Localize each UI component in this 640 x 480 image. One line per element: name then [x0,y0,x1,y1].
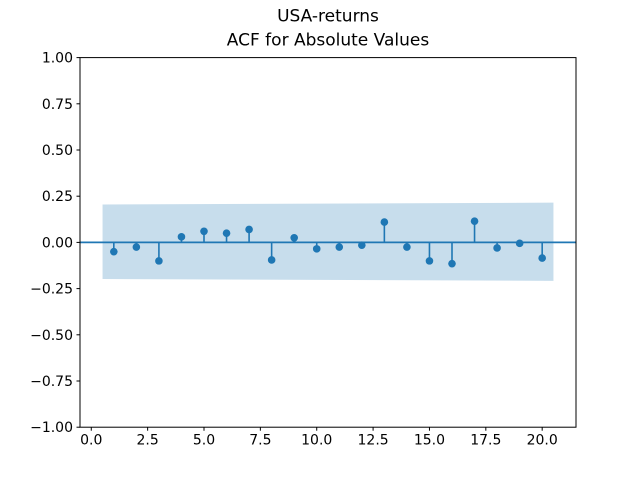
acf-marker [493,244,501,252]
acf-marker [470,217,479,225]
y-tick-label: 0.75 [42,97,73,113]
y-tick-label: −0.50 [30,328,73,344]
acf-marker [177,233,186,241]
y-tick-label: −0.25 [30,282,73,298]
y-tick-label: −0.75 [30,374,73,390]
x-tick-label: 17.5 [470,433,501,449]
y-tick-label: 1.00 [42,51,73,67]
plot-area: 0.0 2.5 5.0 7.5 10.0 12.5 15.0 17.5 20.0 1.00 0.75… [30,51,577,449]
x-tick-label: 7.5 [249,433,271,449]
acf-marker [222,229,231,237]
x-tick-label: 15.0 [414,433,445,449]
chart-title-line2: ACF for Absolute Values [227,31,430,51]
acf-marker [515,239,524,248]
acf-marker [538,254,546,262]
acf-marker [335,243,344,251]
acf-marker [403,243,411,251]
acf-marker [245,225,253,234]
acf-marker [200,227,208,236]
x-tick-label: 10.0 [301,433,332,449]
y-tick-label: −1.00 [30,420,73,436]
y-tick-label: 0.00 [42,235,73,251]
y-tick-label: 0.25 [42,189,73,205]
acf-marker [267,256,276,264]
acf-marker [425,257,434,265]
acf-marker [290,233,298,242]
x-tick-label: 0.0 [80,433,102,449]
chart-title-line1: USA-returns [277,7,379,27]
acf-marker [380,218,389,226]
acf-marker [358,241,366,249]
acf-marker [312,245,321,253]
x-tick-label: 12.5 [358,433,389,449]
x-tick-label: 20.0 [527,433,558,449]
x-tick-label: 2.5 [137,433,159,449]
y-tick-label: 0.50 [42,143,73,159]
acf-marker [132,243,141,251]
acf-marker [110,247,118,256]
acf-marker [448,259,456,268]
x-tick-label: 5.0 [193,433,215,449]
acf-marker [155,257,163,265]
